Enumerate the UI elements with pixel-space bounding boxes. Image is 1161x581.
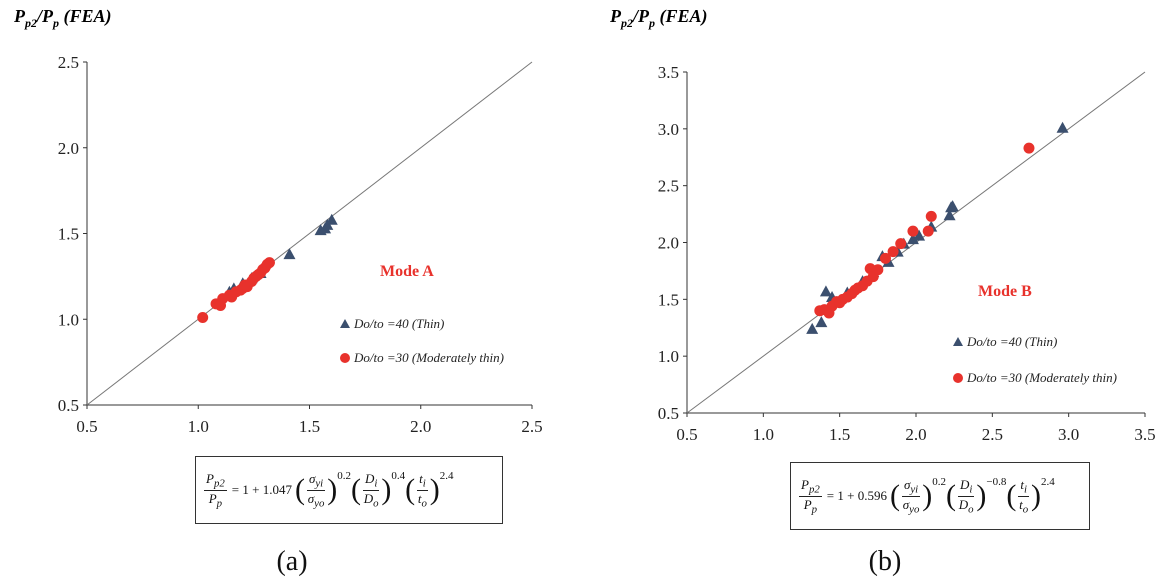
data-point-thin (806, 322, 819, 334)
data-point-moderately-thin (197, 312, 209, 324)
x-tick-label: 1.5 (829, 425, 850, 444)
legend-marker-moderately-thin (340, 353, 350, 363)
fraction: σyi σyo (306, 470, 326, 510)
y-axis-title-a: Pp2/Pp (FEA) (13, 6, 112, 30)
x-tick-label: 3.0 (1058, 425, 1079, 444)
legend-marker-thin (340, 319, 350, 328)
legend-label-thin: Do/to =40 (Thin) (966, 334, 1057, 349)
x-tick-label: 1.0 (188, 417, 209, 436)
y-tick-label: 1.5 (58, 225, 79, 244)
chart-panel-a: 0.5 1.0 1.5 2.0 2.5 0.5 1.0 1.5 2.0 2.5 Pp2/Pp (FE… (0, 0, 580, 581)
fraction: Di Do (957, 476, 975, 516)
data-point-moderately-thin (922, 225, 934, 237)
data-point-thin (913, 229, 926, 241)
y-tick-label: 2.5 (58, 53, 79, 72)
formula-box-a: Pp2 Pp = 1 + 1.047(σyi σyo) 0.2(Di Do) 0.4(ti t… (195, 456, 503, 524)
legend-marker-thin (953, 337, 963, 346)
data-point-moderately-thin (263, 257, 275, 269)
mode-annotation-a: Mode A (380, 263, 434, 280)
x-tick-label: 0.5 (676, 425, 697, 444)
data-point-moderately-thin (895, 238, 907, 250)
data-point-thin (283, 248, 296, 260)
fraction: ti to (417, 470, 428, 510)
fraction: ti to (1018, 476, 1029, 516)
legend-marker-moderately-thin (953, 373, 963, 383)
y-tick-label: 1.0 (658, 347, 679, 366)
x-tick-label: 2.5 (521, 417, 542, 436)
x-tick-label: 2.0 (410, 417, 431, 436)
fraction: Pp2 Pp (799, 476, 822, 516)
y-tick-label: 2.0 (58, 139, 79, 158)
y-tick-label: 1.0 (58, 310, 79, 329)
fraction: Pp2 Pp (204, 470, 227, 510)
x-tick-label: 3.5 (1134, 425, 1155, 444)
x-tick-label: 2.0 (905, 425, 926, 444)
data-point-thin (819, 285, 832, 297)
y-tick-label: 0.5 (658, 404, 679, 423)
data-point-moderately-thin (1023, 142, 1035, 154)
data-point-moderately-thin (872, 264, 884, 276)
y-tick-label: 1.5 (658, 290, 679, 309)
x-tick-label: 0.5 (76, 417, 97, 436)
x-tick-label: 1.0 (753, 425, 774, 444)
panel-caption-b: (b) (869, 546, 902, 577)
data-point-moderately-thin (879, 252, 891, 264)
reference-line-a (86, 61, 533, 406)
x-tick-label: 2.5 (982, 425, 1003, 444)
fraction: σyi σyo (901, 476, 921, 516)
scatter-plot-a: 0.5 1.0 1.5 2.0 2.5 0.5 1.0 1.5 2.0 2.5 Pp2/Pp (FE… (13, 6, 543, 577)
data-point-thin (815, 316, 828, 328)
data-point-moderately-thin (887, 246, 899, 258)
y-tick-label: 0.5 (58, 396, 79, 415)
chart-panel-b: 0.5 1.0 1.5 2.0 2.5 3.0 3.5 0.5 1.0 1.5 2.0 2.5 3.0 3… (580, 0, 1161, 581)
data-point-thin (906, 233, 919, 245)
legend-label-moderately-thin: Do/to =30 (Moderately thin) (966, 370, 1117, 385)
y-axis-title-b: Pp2/Pp (FEA) (609, 6, 708, 30)
x-tick-label: 1.5 (299, 417, 320, 436)
y-tick-label: 2.0 (658, 234, 679, 253)
y-tick-label: 2.5 (658, 177, 679, 196)
data-point-moderately-thin (907, 225, 919, 237)
data-point-thin (1056, 121, 1069, 133)
data-point-moderately-thin (925, 210, 937, 222)
data-point-thin (325, 213, 338, 225)
scatter-plot-b: 0.5 1.0 1.5 2.0 2.5 3.0 3.5 0.5 1.0 1.5 2.0 2.5 3.0 3… (609, 6, 1156, 577)
legend-label-moderately-thin: Do/to =30 (Moderately thin) (353, 350, 504, 365)
data-point-thin (946, 200, 959, 212)
formula-box-b: Pp2 Pp = 1 + 0.596(σyi σyo) 0.2(Di Do) −0.8(ti… (790, 462, 1090, 530)
legend-label-thin: Do/to =40 (Thin) (353, 316, 444, 331)
panel-caption-a: (a) (276, 546, 307, 577)
y-tick-label: 3.5 (658, 63, 679, 82)
fraction: Di Do (362, 470, 380, 510)
data-point-thin (943, 209, 956, 221)
y-tick-label: 3.0 (658, 120, 679, 139)
mode-annotation-b: Mode B (978, 283, 1032, 300)
